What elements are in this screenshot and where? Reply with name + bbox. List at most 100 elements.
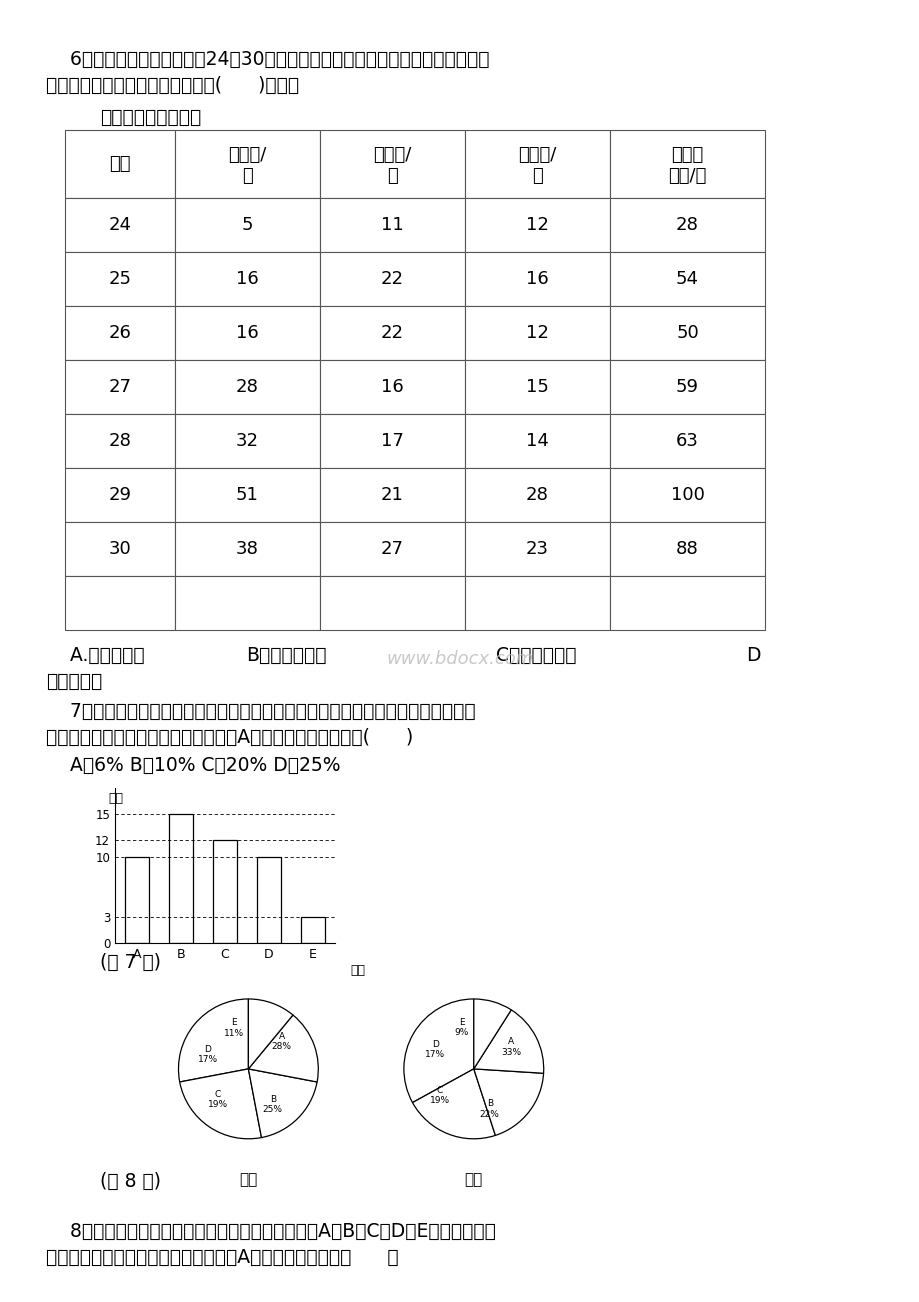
Text: 14: 14 xyxy=(526,432,549,450)
Text: 21: 21 xyxy=(380,486,403,504)
Bar xyxy=(609,575,765,630)
Bar xyxy=(320,522,464,575)
Bar xyxy=(175,306,320,359)
Bar xyxy=(464,130,609,198)
Text: 银牌数/: 银牌数/ xyxy=(373,146,411,164)
Bar xyxy=(175,130,320,198)
Wedge shape xyxy=(412,1069,494,1139)
Bar xyxy=(609,414,765,467)
Text: 枚: 枚 xyxy=(387,167,397,185)
Bar xyxy=(65,359,175,414)
Wedge shape xyxy=(473,1069,543,1135)
Text: C．扇形统计图: C．扇形统计图 xyxy=(495,646,576,665)
Text: www.bdocx.com: www.bdocx.com xyxy=(386,650,533,668)
Text: 28: 28 xyxy=(675,216,698,234)
Bar xyxy=(320,306,464,359)
Text: 中国奥运奖牌数回眸: 中国奥运奖牌数回眸 xyxy=(100,108,201,128)
Text: 28: 28 xyxy=(236,378,258,396)
Bar xyxy=(320,359,464,414)
Bar xyxy=(212,840,237,943)
Bar xyxy=(464,253,609,306)
Text: E
11%: E 11% xyxy=(223,1018,244,1038)
Bar xyxy=(65,198,175,253)
Text: 88: 88 xyxy=(675,540,698,559)
Bar xyxy=(464,414,609,467)
Text: 届数: 届数 xyxy=(109,155,130,173)
Wedge shape xyxy=(178,999,248,1082)
Wedge shape xyxy=(248,999,292,1069)
Text: 8．如图所示的是甲、乙两校对学生的综合素质按A，B，C，D，E五个等级进行: 8．如图所示的是甲、乙两校对学生的综合素质按A，B，C，D，E五个等级进行 xyxy=(46,1223,495,1241)
Text: 16: 16 xyxy=(526,270,549,288)
Text: 63: 63 xyxy=(675,432,698,450)
Text: 24: 24 xyxy=(108,216,131,234)
Text: 27: 27 xyxy=(380,540,403,559)
Bar xyxy=(609,467,765,522)
Text: 5: 5 xyxy=(242,216,253,234)
Text: (第 8 题): (第 8 题) xyxy=(100,1172,161,1191)
Text: 12: 12 xyxy=(526,324,549,342)
Text: 7．谢老师对班上某次数学模拟考试成绩进行统计，绘制了如图所示的统计图，根: 7．谢老师对班上某次数学模拟考试成绩进行统计，绘制了如图所示的统计图，根 xyxy=(46,702,475,721)
Text: A．6% B．10% C．20% D．25%: A．6% B．10% C．20% D．25% xyxy=(46,756,340,775)
Text: 16: 16 xyxy=(236,270,258,288)
Bar xyxy=(320,130,464,198)
Text: A
28%: A 28% xyxy=(271,1031,291,1051)
Text: B
22%: B 22% xyxy=(480,1099,499,1118)
Bar xyxy=(464,467,609,522)
Text: 23: 23 xyxy=(526,540,549,559)
Text: 27: 27 xyxy=(108,378,131,396)
Text: ．以上均可: ．以上均可 xyxy=(46,672,102,691)
Bar xyxy=(464,306,609,359)
Text: 出奖牌数是上升还是下降，应采用(      )表示．: 出奖牌数是上升还是下降，应采用( )表示． xyxy=(46,76,299,95)
Text: 59: 59 xyxy=(675,378,698,396)
Bar xyxy=(65,253,175,306)
Bar xyxy=(65,306,175,359)
Title: 甲校: 甲校 xyxy=(239,1172,257,1187)
Text: 铜牌数/: 铜牌数/ xyxy=(517,146,556,164)
Text: 金牌数/: 金牌数/ xyxy=(228,146,267,164)
Text: 据图中给出的信息，这次考试成绩达到A等级的人数占总人数的(      ): 据图中给出的信息，这次考试成绩达到A等级的人数占总人数的( ) xyxy=(46,728,413,747)
Wedge shape xyxy=(473,1010,543,1073)
Text: A
33%: A 33% xyxy=(501,1038,520,1056)
Bar xyxy=(65,130,175,198)
Bar xyxy=(301,917,324,943)
Text: 17: 17 xyxy=(380,432,403,450)
Text: 100: 100 xyxy=(670,486,704,504)
Bar xyxy=(175,414,320,467)
Bar xyxy=(320,414,464,467)
Bar xyxy=(175,253,320,306)
Text: C
19%: C 19% xyxy=(208,1090,228,1109)
Text: 15: 15 xyxy=(526,378,549,396)
Text: D
17%: D 17% xyxy=(198,1044,218,1064)
Text: 12: 12 xyxy=(526,216,549,234)
Bar xyxy=(464,522,609,575)
Text: 32: 32 xyxy=(236,432,259,450)
Title: 乙校: 乙校 xyxy=(464,1172,482,1187)
Bar xyxy=(609,522,765,575)
Text: 枚: 枚 xyxy=(242,167,253,185)
Text: 29: 29 xyxy=(108,486,131,504)
Text: 6．下表是中国奥运健儿在24～30届奥运会中获得奖牌的情况，为了更清楚地看: 6．下表是中国奥运健儿在24～30届奥运会中获得奖牌的情况，为了更清楚地看 xyxy=(46,49,489,69)
Text: 牌数/枚: 牌数/枚 xyxy=(667,167,706,185)
Bar xyxy=(175,467,320,522)
Text: B
25%: B 25% xyxy=(263,1095,282,1115)
Bar xyxy=(609,359,765,414)
Text: 28: 28 xyxy=(108,432,131,450)
Bar xyxy=(65,414,175,467)
Wedge shape xyxy=(473,999,511,1069)
Text: 22: 22 xyxy=(380,270,403,288)
Text: 50: 50 xyxy=(675,324,698,342)
Text: 38: 38 xyxy=(236,540,258,559)
Text: 人数: 人数 xyxy=(108,793,123,806)
Bar xyxy=(609,130,765,198)
Text: 11: 11 xyxy=(380,216,403,234)
Wedge shape xyxy=(248,1016,318,1082)
Text: 26: 26 xyxy=(108,324,131,342)
Bar xyxy=(256,857,280,943)
Text: 25: 25 xyxy=(108,270,131,288)
Text: 51: 51 xyxy=(236,486,258,504)
Text: 54: 54 xyxy=(675,270,698,288)
Text: 测评所画的统计图，那么两校学生获得A等级的人数相比，（      ）: 测评所画的统计图，那么两校学生获得A等级的人数相比，（ ） xyxy=(46,1249,398,1267)
Text: B．折线统计图: B．折线统计图 xyxy=(245,646,326,665)
Text: 22: 22 xyxy=(380,324,403,342)
Wedge shape xyxy=(403,999,473,1103)
